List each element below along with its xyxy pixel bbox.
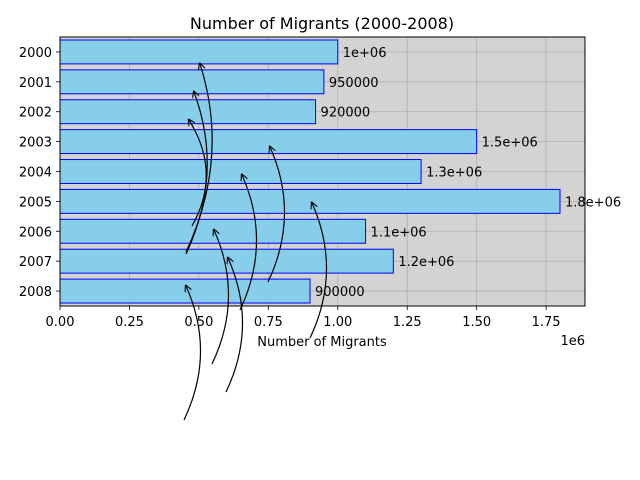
- y-tick-label: 2002: [19, 106, 52, 121]
- bar: [59, 99, 317, 125]
- x-axis-label: Number of Migrants: [257, 335, 387, 350]
- x-tick-label: 1.50: [462, 315, 491, 330]
- bar: [59, 39, 339, 65]
- x-tick-label: 1.00: [323, 315, 352, 330]
- x-tick-label: 1.75: [532, 315, 561, 330]
- data-label: 1.1e+06: [371, 225, 427, 240]
- annotation-arrow: [183, 286, 202, 421]
- annotation-arrow: [267, 147, 286, 283]
- y-tick-label: 2005: [19, 195, 52, 210]
- x-tick-label: 0.75: [254, 315, 283, 330]
- data-label: 1.2e+06: [398, 255, 454, 270]
- data-labels: 1e+06 950000 920000 1.5e+061.3e+06 1.8e+06 1.…: [315, 46, 621, 300]
- annotation-arrow: [185, 92, 208, 255]
- y-tick-label: 2001: [19, 76, 52, 91]
- y-tick-label: 2000: [19, 46, 52, 61]
- chart-title: Number of Migrants (2000-2008): [190, 14, 454, 33]
- y-tick-label: 2004: [19, 166, 52, 181]
- bar: [59, 69, 325, 95]
- annotation-arrows: [183, 64, 328, 421]
- plot-frame: [59, 36, 586, 307]
- data-label: 1e+06: [343, 46, 387, 61]
- annotation-arrow: [239, 175, 258, 311]
- bar: [59, 129, 478, 155]
- data-label: 950000: [329, 76, 379, 91]
- bar: [59, 188, 561, 214]
- data-label: 1.3e+06: [426, 166, 482, 181]
- y-tick-label: 2006: [19, 225, 52, 240]
- data-label: 1.8e+06: [565, 195, 621, 210]
- annotation-arrow: [309, 203, 328, 339]
- x-axis-ticks: 0.00 0.25 0.50 0.75 1.00 1.25 1.50 1.75: [46, 306, 561, 330]
- data-label: 1.5e+06: [482, 136, 538, 151]
- y-axis-ticks: 2000 2001 2002 2003 2004 2005 2006 2007 2008: [19, 46, 60, 300]
- bar: [59, 159, 422, 184]
- annotation-arrow: [189, 120, 207, 227]
- y-tick-label: 2007: [19, 255, 52, 270]
- x-axis-offset-label: 1e6: [560, 334, 585, 349]
- annotation-arrow: [211, 230, 230, 365]
- x-tick-label: 0.00: [46, 315, 75, 330]
- data-label: 920000: [321, 106, 371, 121]
- data-label: 900000: [315, 285, 365, 300]
- bar: [59, 278, 311, 304]
- annotation-arrow: [225, 258, 244, 393]
- x-tick-label: 0.50: [184, 315, 213, 330]
- y-tick-label: 2003: [19, 136, 52, 151]
- y-tick-label: 2008: [19, 285, 52, 300]
- x-tick-label: 1.25: [393, 315, 422, 330]
- x-tick-label: 0.25: [115, 315, 144, 330]
